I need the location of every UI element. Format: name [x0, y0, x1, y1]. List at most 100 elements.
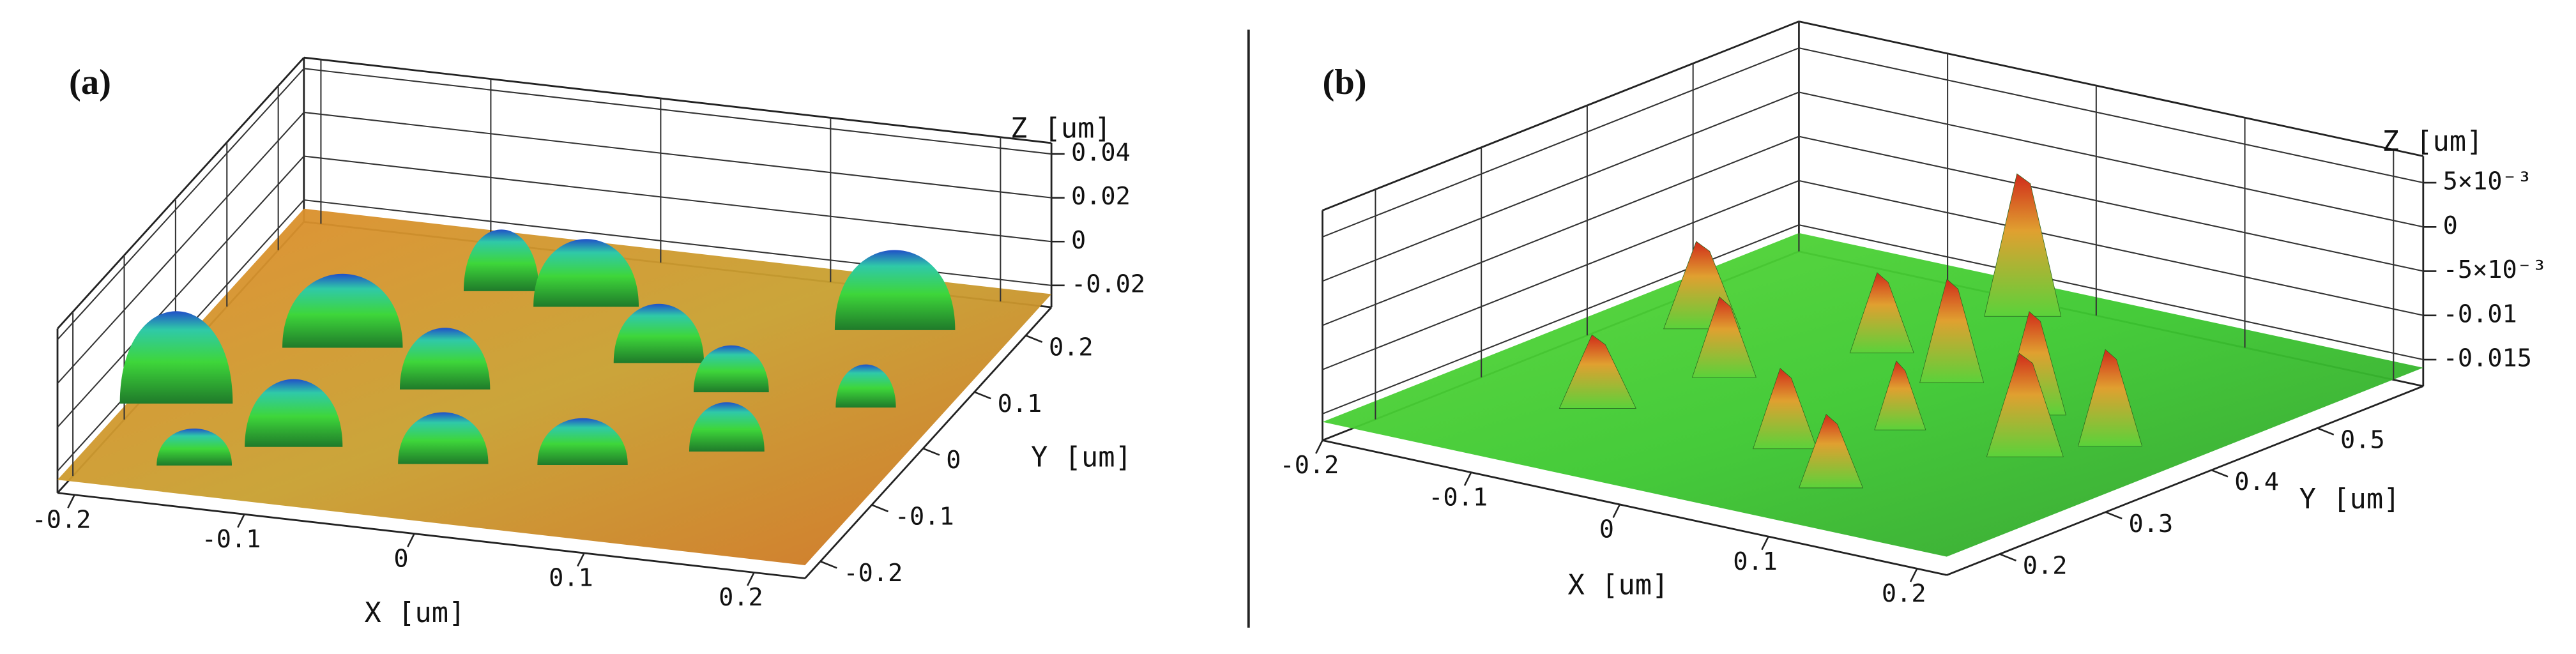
- y-axis-label: Y [um]: [2299, 483, 2400, 515]
- y-tick-label: -0.2: [843, 559, 903, 588]
- grid-line: [1322, 91, 1799, 282]
- surface-bump: [398, 412, 489, 464]
- z-tick-label: 0.02: [1071, 182, 1131, 211]
- x-tick-label: -0.1: [1428, 483, 1488, 512]
- y-tick: [1999, 553, 2016, 561]
- surface-floor: [1322, 232, 2423, 557]
- y-axis-label: Y [um]: [1031, 441, 1132, 473]
- grid-line: [1799, 91, 2424, 228]
- surface-bump: [1753, 368, 1818, 450]
- surface-bump: [533, 239, 639, 307]
- surface-bump: [245, 379, 343, 447]
- x-tick-label: -0.1: [202, 525, 261, 554]
- x-tick: [1315, 439, 1323, 454]
- surface-bump: [1849, 272, 1914, 354]
- grid-line: [1322, 224, 1799, 414]
- surface-bump: [156, 428, 232, 466]
- grid-line: [303, 155, 1052, 243]
- surface-bump: [463, 229, 539, 291]
- z-tick-label: -0.015: [2443, 344, 2532, 373]
- z-tick-label: -0.02: [1071, 270, 1145, 298]
- surface-bump: [1984, 173, 2062, 317]
- surface-bump: [834, 250, 956, 330]
- x-tick: [1612, 504, 1621, 519]
- x-tick-label: 0: [1599, 515, 1614, 544]
- axis-box-edge: [303, 56, 1052, 144]
- axis-box-edge: [1322, 20, 1799, 211]
- x-tick: [577, 552, 585, 567]
- surface-bump: [1874, 360, 1926, 430]
- x-tick: [407, 533, 415, 547]
- axis-box-edge: [1799, 20, 2424, 157]
- surface-bump: [1986, 353, 2064, 457]
- x-tick-label: 0: [393, 544, 408, 573]
- surface-bump: [693, 345, 769, 393]
- y-tick: [974, 391, 991, 400]
- surface-bump: [537, 418, 628, 466]
- grid-line: [1322, 47, 1799, 238]
- surface-bump: [835, 364, 896, 408]
- z-tick-label: -0.01: [2443, 300, 2517, 328]
- axis-box-edge: [1322, 439, 1947, 576]
- y-tick: [2317, 427, 2335, 436]
- z-tick-label: 0: [2443, 211, 2458, 240]
- surface-bump: [1559, 334, 1636, 409]
- surface-bump: [1919, 278, 1985, 383]
- x-tick: [1909, 568, 1918, 582]
- y-tick-label: 0: [946, 446, 961, 475]
- y-tick-label: 0.3: [2129, 510, 2174, 538]
- z-axis-label: Z [um]: [1010, 112, 1111, 144]
- surface-bump: [2078, 349, 2143, 446]
- surface-bump: [282, 273, 403, 348]
- grid-line: [1322, 179, 1799, 370]
- y-tick-label: -0.1: [895, 503, 954, 531]
- x-tick-label: -0.2: [1279, 451, 1339, 480]
- axis-box-edge: [1946, 385, 2424, 576]
- x-tick-label: -0.2: [32, 505, 91, 534]
- x-axis-label: X [um]: [364, 597, 465, 629]
- grid-line: [1799, 179, 2424, 316]
- surface-bump: [689, 402, 765, 452]
- surface-bump: [1691, 296, 1757, 378]
- y-tick: [922, 447, 940, 456]
- z-tick-label: 0.04: [1071, 139, 1131, 167]
- y-tick-label: 0.5: [2340, 425, 2385, 454]
- z-tick-label: -5×10⁻³: [2443, 255, 2547, 284]
- y-tick: [2105, 511, 2123, 520]
- grid-line: [303, 68, 1052, 155]
- z-tick-label: 5×10⁻³: [2443, 167, 2532, 196]
- y-tick-label: 0.1: [998, 390, 1042, 418]
- surface-bump: [613, 303, 705, 363]
- grid-line: [1799, 224, 2424, 361]
- x-tick-label: 0.1: [549, 564, 593, 593]
- grid-line: [303, 111, 1052, 199]
- axis-box-edge: [57, 492, 805, 579]
- y-tick: [819, 560, 837, 569]
- x-tick: [747, 572, 755, 586]
- grid-line: [57, 155, 305, 428]
- surface-bump: [399, 328, 491, 390]
- surface-bump: [119, 311, 233, 404]
- x-tick-label: 0.1: [1733, 547, 1778, 576]
- x-tick: [67, 494, 75, 508]
- x-tick: [1463, 472, 1472, 486]
- y-tick-label: 0.2: [1049, 333, 1094, 361]
- z-axis-label: Z [um]: [2382, 125, 2483, 158]
- x-axis-label: X [um]: [1568, 568, 1669, 601]
- x-tick-label: 0.2: [719, 583, 763, 612]
- y-tick-label: 0.2: [2023, 552, 2068, 581]
- x-tick-label: 0.2: [1882, 579, 1926, 608]
- grid-line: [1799, 135, 2424, 272]
- panel-title: (a): [69, 63, 111, 102]
- panel-title: (b): [1323, 63, 1367, 102]
- axis-box-edge: [56, 57, 305, 330]
- x-tick: [1761, 536, 1769, 551]
- grid-line: [1322, 135, 1799, 326]
- y-tick: [1025, 335, 1043, 343]
- y-tick: [871, 504, 889, 513]
- z-tick-label: 0: [1071, 226, 1086, 255]
- grid-line: [57, 112, 305, 384]
- axis-box-edge: [804, 307, 1053, 579]
- x-tick: [237, 513, 245, 528]
